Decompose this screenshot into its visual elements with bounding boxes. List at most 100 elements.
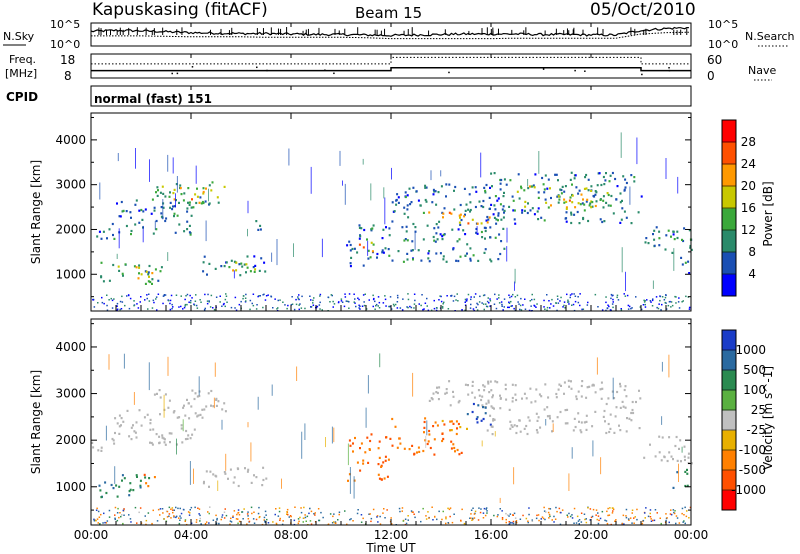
power-noise-cell xyxy=(610,297,612,300)
power-cell xyxy=(621,207,624,210)
power-noise-cell xyxy=(628,305,631,308)
velocity-cell xyxy=(476,421,479,424)
y-tick-label: 4000 xyxy=(55,340,86,354)
cpid-label: CPID xyxy=(6,90,38,104)
velocity-cell xyxy=(683,445,686,448)
power-cell xyxy=(456,240,459,243)
power-noise-cell xyxy=(566,293,568,296)
power-noise-cell xyxy=(503,306,505,308)
velocity-cell xyxy=(399,442,402,445)
velocity-noise-cell xyxy=(531,519,533,521)
velocity-cell xyxy=(183,404,185,407)
power-cell xyxy=(397,196,400,199)
power-noise-cell xyxy=(388,305,390,308)
power-noise-cell xyxy=(494,293,496,296)
velocity-noise-cell xyxy=(604,519,606,522)
power-noise-cell xyxy=(262,306,264,309)
velocity-noise-cell xyxy=(660,522,662,525)
power-cell xyxy=(455,259,458,262)
power-cell xyxy=(433,190,436,193)
velocity-cell xyxy=(99,489,102,492)
power-cell xyxy=(173,188,176,191)
velocity-cell xyxy=(613,397,616,400)
velocity-cell xyxy=(505,398,508,401)
power-cell xyxy=(457,259,460,263)
velocity-cell xyxy=(585,414,588,417)
power-cell xyxy=(153,206,156,209)
velocity-noise-cell xyxy=(568,512,570,515)
velocity-noise-cell xyxy=(508,515,510,517)
power-cell xyxy=(591,201,594,204)
velocity-cell xyxy=(556,416,559,419)
power-noise-cell xyxy=(222,303,225,306)
power-cell xyxy=(459,216,461,219)
velocity-cell xyxy=(624,385,627,388)
velocity-noise-cell xyxy=(404,518,407,520)
power-cell xyxy=(160,212,163,215)
power-cell xyxy=(557,195,560,198)
velocity-noise-cell xyxy=(681,512,683,515)
power-cell xyxy=(238,263,241,266)
velocity-cell xyxy=(187,402,190,405)
velocity-cell xyxy=(548,414,551,418)
velocity-cell xyxy=(499,407,502,410)
velocity-cell xyxy=(609,413,612,416)
power-cell xyxy=(381,237,384,240)
power-cell xyxy=(545,201,548,204)
power-noise-cell xyxy=(251,302,253,305)
velocity-cell xyxy=(492,419,495,422)
velocity-noise-cell xyxy=(548,513,551,516)
power-cell xyxy=(527,187,530,190)
velocity-noise-cell xyxy=(650,520,653,522)
velocity-streak xyxy=(123,353,125,369)
power-noise-cell xyxy=(116,309,118,312)
velocity-noise-cell xyxy=(297,522,300,525)
power-cell xyxy=(480,222,483,225)
velocity-cell xyxy=(614,415,617,418)
power-noise-cell xyxy=(482,294,485,297)
power-cell xyxy=(595,200,598,203)
power-cell xyxy=(474,186,477,189)
velocity-noise-cell xyxy=(205,521,208,523)
power-cell xyxy=(453,189,455,192)
velocity-noise-cell xyxy=(104,521,106,524)
power-cell xyxy=(497,212,500,215)
velocity-cell xyxy=(619,385,622,388)
power-cell xyxy=(502,195,505,198)
y-tick-label: 1000 xyxy=(55,267,86,281)
power-cell xyxy=(187,201,189,204)
velocity-cell xyxy=(203,408,206,411)
power-noise-cell xyxy=(136,303,138,305)
power-noise-cell xyxy=(169,308,172,311)
velocity-noise-cell xyxy=(327,523,330,525)
power-noise-cell xyxy=(682,300,684,302)
velocity-cell xyxy=(233,476,236,479)
velocity-cell xyxy=(191,389,194,392)
velocity-noise-cell xyxy=(625,515,627,517)
power-cell xyxy=(362,264,365,267)
power-noise-cell xyxy=(225,295,228,297)
velocity-cell xyxy=(164,443,167,446)
power-noise-cell xyxy=(244,297,247,299)
power-cell xyxy=(503,191,505,194)
nave-dot xyxy=(668,69,671,72)
velocity-streak xyxy=(133,392,135,405)
power-noise-cell xyxy=(385,305,387,307)
power-bar-label: 4 xyxy=(748,267,756,281)
velocity-noise-cell xyxy=(179,507,181,510)
velocity-noise-cell xyxy=(473,513,476,515)
power-noise-cell xyxy=(267,294,269,296)
power-noise-cell xyxy=(345,300,348,302)
power-noise-cell xyxy=(552,305,555,307)
power-cell xyxy=(100,261,103,264)
power-cell xyxy=(255,220,258,223)
velocity-bar-label: 500 xyxy=(743,363,766,377)
velocity-noise-cell xyxy=(187,511,190,513)
power-cell xyxy=(134,203,137,206)
velocity-noise-cell xyxy=(678,522,681,524)
velocity-cell xyxy=(424,417,427,420)
power-cell xyxy=(135,199,138,202)
power-noise-cell xyxy=(549,307,551,309)
power-cell xyxy=(189,233,192,236)
velocity-noise-cell xyxy=(514,517,517,519)
